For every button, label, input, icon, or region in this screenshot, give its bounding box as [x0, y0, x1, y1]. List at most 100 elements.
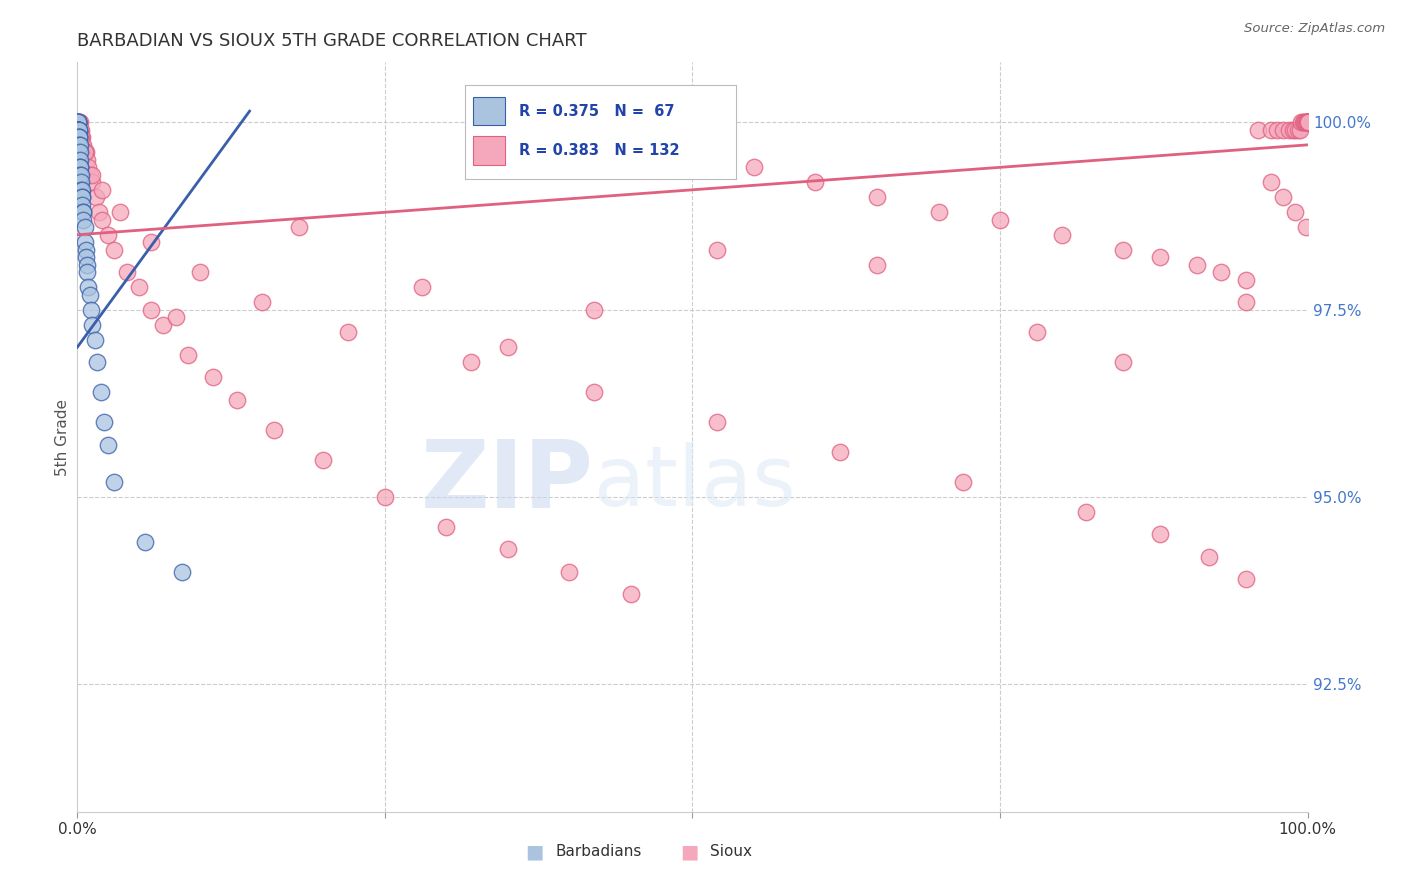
Text: Barbadians: Barbadians — [555, 845, 641, 859]
Point — [67, 123, 90, 137]
Point — [201, 370, 224, 384]
Point — [411, 280, 433, 294]
Point — [1296, 115, 1319, 129]
Point — [84, 190, 107, 204]
Point — [263, 423, 285, 437]
Point — [1296, 115, 1319, 129]
Point — [86, 355, 108, 369]
Point — [1296, 115, 1319, 129]
Point — [1292, 115, 1315, 129]
Point — [73, 145, 96, 160]
Point — [69, 130, 91, 145]
Point — [1234, 573, 1257, 587]
Text: Sioux: Sioux — [710, 845, 752, 859]
Point — [1198, 549, 1220, 564]
Point — [67, 145, 90, 160]
Point — [1296, 115, 1319, 129]
Point — [1295, 115, 1317, 129]
Point — [66, 115, 89, 129]
Point — [1076, 505, 1098, 519]
Point — [1050, 227, 1073, 242]
Point — [928, 205, 950, 219]
Point — [66, 123, 89, 137]
Point — [141, 302, 163, 317]
Point — [70, 175, 93, 189]
Point — [288, 220, 311, 235]
Point — [1026, 325, 1049, 339]
Point — [79, 287, 101, 301]
Point — [67, 130, 90, 145]
Point — [250, 295, 273, 310]
Point — [1149, 527, 1171, 541]
Point — [66, 123, 89, 137]
Point — [1296, 115, 1319, 129]
Point — [1296, 115, 1319, 129]
Point — [70, 130, 93, 145]
Point — [1292, 115, 1315, 129]
Point — [1112, 243, 1135, 257]
Point — [558, 565, 581, 579]
Point — [66, 115, 89, 129]
Point — [67, 137, 90, 152]
Point — [70, 123, 93, 137]
Point — [67, 123, 90, 137]
Point — [72, 205, 94, 219]
Point — [70, 130, 93, 145]
Point — [620, 587, 643, 601]
Point — [1296, 115, 1319, 129]
Point — [830, 445, 852, 459]
Point — [436, 520, 458, 534]
Point — [1296, 115, 1319, 129]
Point — [1296, 115, 1319, 129]
Point — [69, 161, 91, 175]
Point — [1278, 123, 1301, 137]
Point — [1296, 115, 1319, 129]
Point — [952, 475, 974, 489]
Point — [67, 137, 90, 152]
Point — [82, 168, 104, 182]
Point — [1296, 115, 1319, 129]
Point — [67, 130, 90, 145]
Point — [1286, 123, 1309, 137]
Point — [93, 415, 115, 429]
Point — [76, 153, 98, 167]
Point — [1295, 220, 1317, 235]
Point — [1296, 115, 1319, 129]
Point — [69, 168, 91, 182]
Point — [1296, 115, 1319, 129]
Point — [67, 153, 90, 167]
Point — [69, 123, 91, 137]
Point — [706, 243, 728, 257]
Point — [682, 145, 704, 160]
Point — [66, 130, 89, 145]
Point — [77, 161, 100, 175]
Point — [1296, 115, 1319, 129]
Point — [170, 565, 193, 579]
Point — [583, 302, 606, 317]
Point — [496, 340, 519, 354]
Point — [69, 137, 91, 152]
Point — [152, 318, 174, 332]
Point — [66, 123, 89, 137]
Point — [1296, 115, 1319, 129]
Point — [496, 542, 519, 557]
Point — [460, 355, 482, 369]
Point — [72, 137, 94, 152]
Point — [1296, 115, 1319, 129]
Point — [79, 168, 101, 182]
Point — [866, 190, 889, 204]
Point — [1296, 115, 1319, 129]
Point — [70, 137, 93, 152]
Point — [1296, 115, 1319, 129]
Point — [70, 190, 93, 204]
Point — [1296, 115, 1319, 129]
Point — [66, 115, 89, 129]
Point — [312, 452, 335, 467]
Point — [97, 437, 120, 451]
Point — [67, 137, 90, 152]
Point — [70, 130, 93, 145]
Point — [66, 123, 89, 137]
Point — [1296, 115, 1319, 129]
Point — [1296, 115, 1319, 129]
Point — [1296, 115, 1319, 129]
